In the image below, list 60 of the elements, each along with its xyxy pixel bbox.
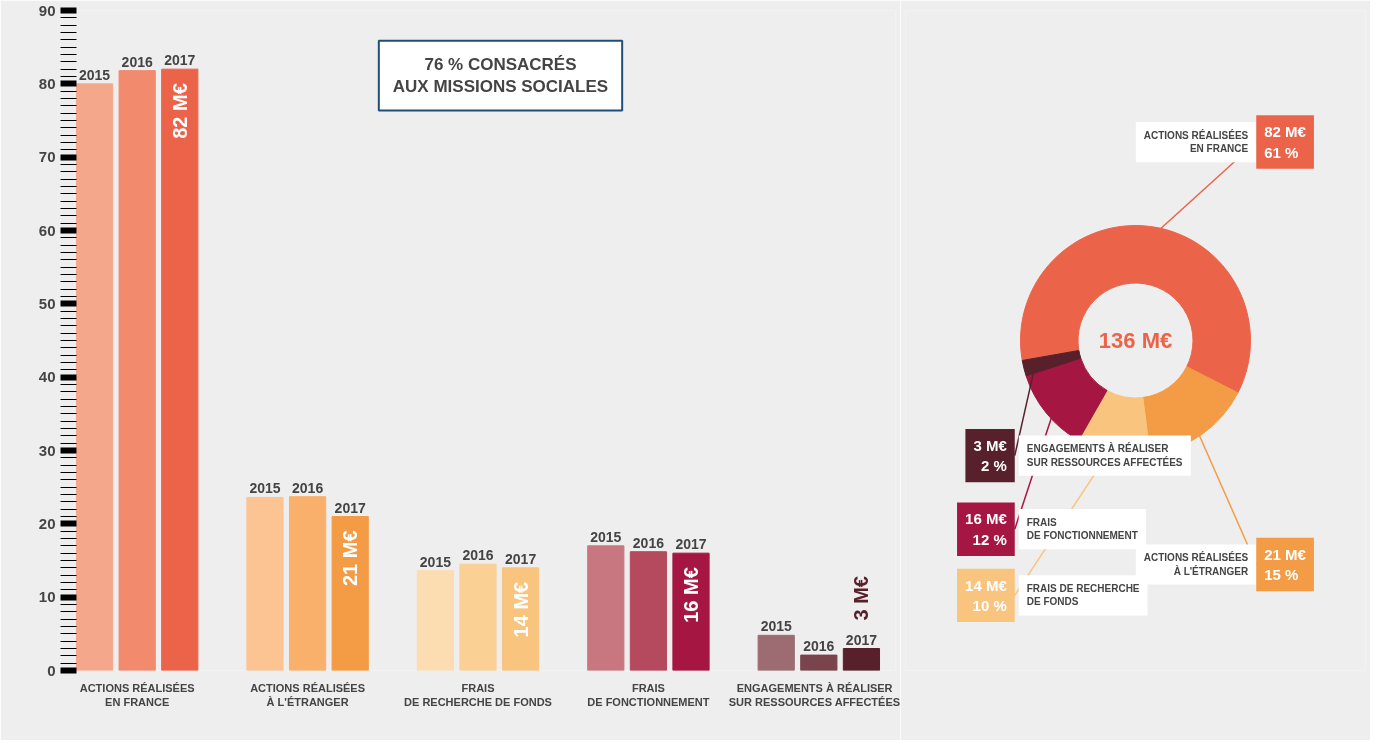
data-label: 16 M€ 12 % — [965, 510, 1008, 548]
bar — [246, 496, 284, 671]
slice-label: ACTIONS RÉALISÉES À L'ÉTRANGER — [1143, 551, 1250, 577]
data-label: 82 M€ — [168, 83, 191, 139]
bar — [757, 634, 795, 671]
text: 136 M€ — [1098, 328, 1173, 353]
data-label: 3 M€ — [850, 576, 873, 621]
annotation: 76 % CONSACRÉS AUX MISSIONS SOCIALES — [392, 54, 609, 97]
data-label: 21 M€ 15 % — [1264, 545, 1307, 584]
bar — [459, 563, 497, 671]
y-tick-label: 90 — [38, 1, 56, 19]
text: 2015 — [419, 553, 451, 570]
data-label: 82 M€ 61 % — [1264, 123, 1307, 161]
text: 2017 — [845, 631, 877, 648]
data-label: 21 M€ — [339, 530, 362, 587]
y-tick-label: 80 — [38, 74, 56, 92]
text: 2015 — [760, 618, 792, 635]
bar — [331, 516, 369, 671]
y-tick-label: 70 — [38, 148, 56, 166]
text: 2015 — [590, 528, 622, 545]
bar — [416, 570, 454, 671]
y-tick-label: 40 — [38, 368, 56, 386]
data-label: 14 M€ 10 % — [965, 576, 1008, 615]
bar — [842, 648, 881, 671]
y-tick-label: 50 — [38, 294, 56, 312]
text: 2016 — [803, 638, 835, 655]
x-tick-label: FRAIS DE FONCTIONNEMENT — [587, 681, 710, 708]
y-tick-label: 60 — [38, 221, 56, 239]
text: 2017 — [505, 550, 537, 567]
slice-label: ENGAGEMENTS À RÉALISER SUR RESSOURCES AFFECTÉES — [1026, 442, 1183, 468]
text: 2016 — [292, 479, 324, 496]
y-tick-label: 10 — [38, 588, 56, 606]
series-label: 2015 — [79, 66, 111, 83]
y-tick-label: 0 — [47, 661, 56, 679]
x-tick-label: FRAIS DE RECHERCHE DE FONDS — [404, 681, 552, 708]
x-tick-label: ACTIONS RÉALISÉES À L'ÉTRANGER — [250, 681, 366, 708]
bar — [800, 654, 838, 671]
bar — [118, 70, 156, 671]
bar — [587, 545, 625, 671]
text: 2017 — [675, 536, 707, 553]
series-label: 2016 — [121, 53, 153, 70]
x-tick-label: ENGAGEMENTS À RÉALISER SUR RESSOURCES AFFECTÉES — [728, 681, 901, 708]
data-label: 3 M€ 2 % — [973, 436, 1008, 475]
text: 2016 — [462, 547, 494, 564]
data-label: 16 M€ — [680, 567, 703, 623]
text: 2017 — [334, 499, 366, 516]
y-tick-label: 20 — [38, 514, 56, 532]
slice-label: FRAIS DE RECHERCHE DE FONDS — [1026, 583, 1140, 608]
text: 2015 — [249, 480, 281, 497]
series-label: 2017 — [164, 52, 196, 69]
slice-label: FRAIS DE FONCTIONNEMENT — [1026, 517, 1138, 542]
bar — [629, 551, 668, 671]
y-tick-label: 30 — [38, 441, 56, 459]
slice-label: ACTIONS RÉALISÉES EN FRANCE — [1143, 128, 1249, 155]
bar — [161, 68, 199, 671]
x-tick-label: ACTIONS RÉALISÉES EN FRANCE — [79, 681, 195, 708]
bar — [672, 552, 710, 671]
data-label: 14 M€ — [509, 581, 532, 638]
text: 2016 — [632, 534, 664, 551]
bar — [288, 496, 327, 671]
